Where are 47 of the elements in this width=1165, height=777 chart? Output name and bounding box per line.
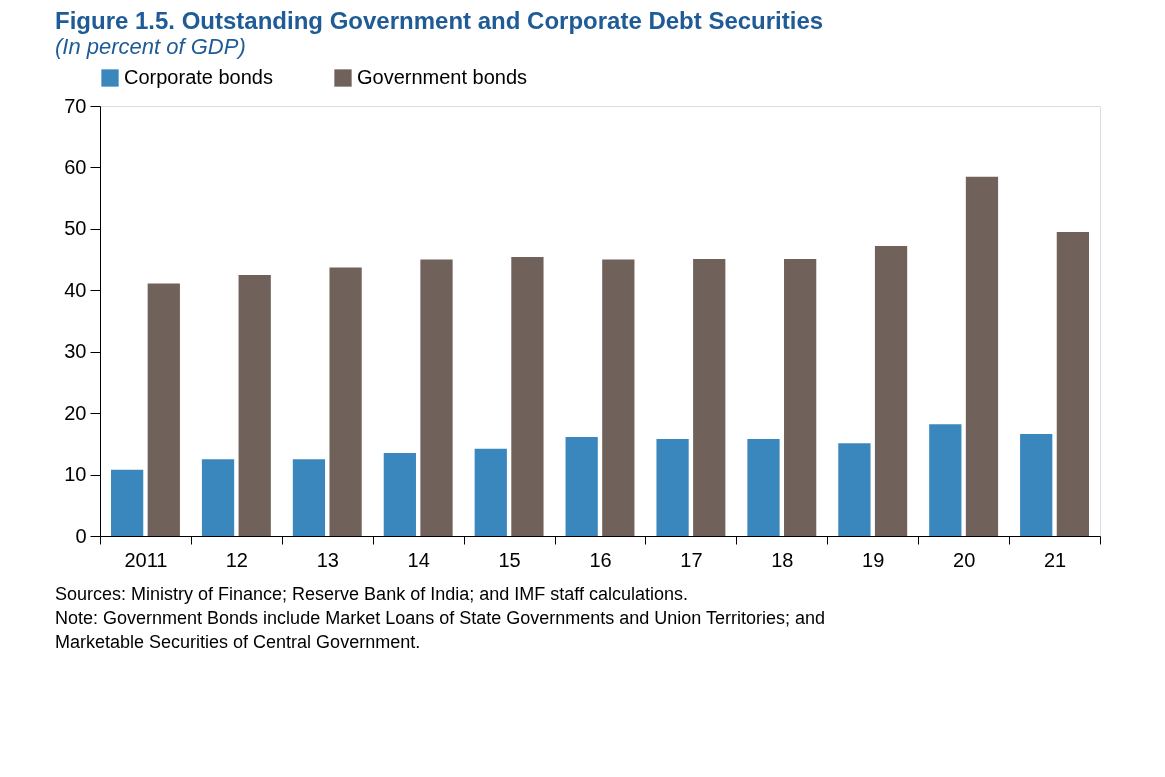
x-tick-label: 2011 bbox=[124, 548, 168, 571]
bar bbox=[602, 259, 635, 536]
bar bbox=[511, 257, 544, 536]
x-tick-label: 20 bbox=[953, 548, 976, 571]
bar bbox=[838, 443, 871, 536]
bar bbox=[420, 259, 453, 536]
x-tick-label: 18 bbox=[771, 548, 794, 571]
bar bbox=[965, 176, 999, 536]
y-tick-label: 70 bbox=[64, 94, 87, 117]
y-tick-label: 60 bbox=[64, 155, 87, 178]
x-tick-label: 21 bbox=[1043, 548, 1067, 571]
text: Note: Government Bonds include Market Loans of State Governments and Union Territories; and Marketable Securities of Central Government. bbox=[55, 608, 826, 652]
bar bbox=[329, 267, 362, 536]
x-tick-label: 19 bbox=[862, 548, 885, 571]
bar bbox=[784, 258, 817, 536]
bar bbox=[1020, 434, 1053, 536]
legend-label: Government bonds bbox=[357, 66, 528, 88]
legend-label: Corporate bonds bbox=[124, 66, 273, 88]
bar bbox=[693, 258, 726, 536]
bar bbox=[565, 437, 598, 536]
bar bbox=[656, 438, 689, 536]
bar bbox=[111, 469, 144, 536]
y-tick-label: 30 bbox=[64, 340, 87, 363]
bar bbox=[238, 274, 271, 536]
y-tick-label: 0 bbox=[75, 524, 87, 547]
x-tick-label: 17 bbox=[680, 548, 703, 571]
y-tick-label: 50 bbox=[64, 217, 87, 240]
chart-title: Figure 1.5. Outstanding Government and Corporate Debt Securities bbox=[55, 7, 824, 34]
x-tick-label: 12 bbox=[225, 548, 248, 571]
bar bbox=[874, 246, 908, 536]
bar bbox=[929, 424, 962, 536]
bar bbox=[1056, 231, 1089, 536]
bar bbox=[474, 448, 507, 536]
chart-subtitle: (In percent of GDP) bbox=[55, 34, 246, 59]
y-tick-label: 40 bbox=[64, 278, 87, 301]
y-tick-label: 10 bbox=[64, 463, 87, 486]
x-tick-label: 13 bbox=[316, 548, 339, 571]
x-tick-label: 15 bbox=[498, 548, 521, 571]
bar bbox=[201, 459, 235, 536]
y-tick-label: 20 bbox=[64, 401, 87, 424]
bar bbox=[383, 453, 416, 536]
bar bbox=[292, 459, 326, 536]
bar bbox=[147, 283, 180, 536]
x-tick-label: 14 bbox=[407, 548, 430, 571]
x-tick-label: 16 bbox=[589, 548, 612, 571]
source-note: Sources: Ministry of Finance; Reserve Bank of India; and IMF staff calculations. bbox=[55, 584, 688, 604]
bar bbox=[747, 438, 780, 536]
